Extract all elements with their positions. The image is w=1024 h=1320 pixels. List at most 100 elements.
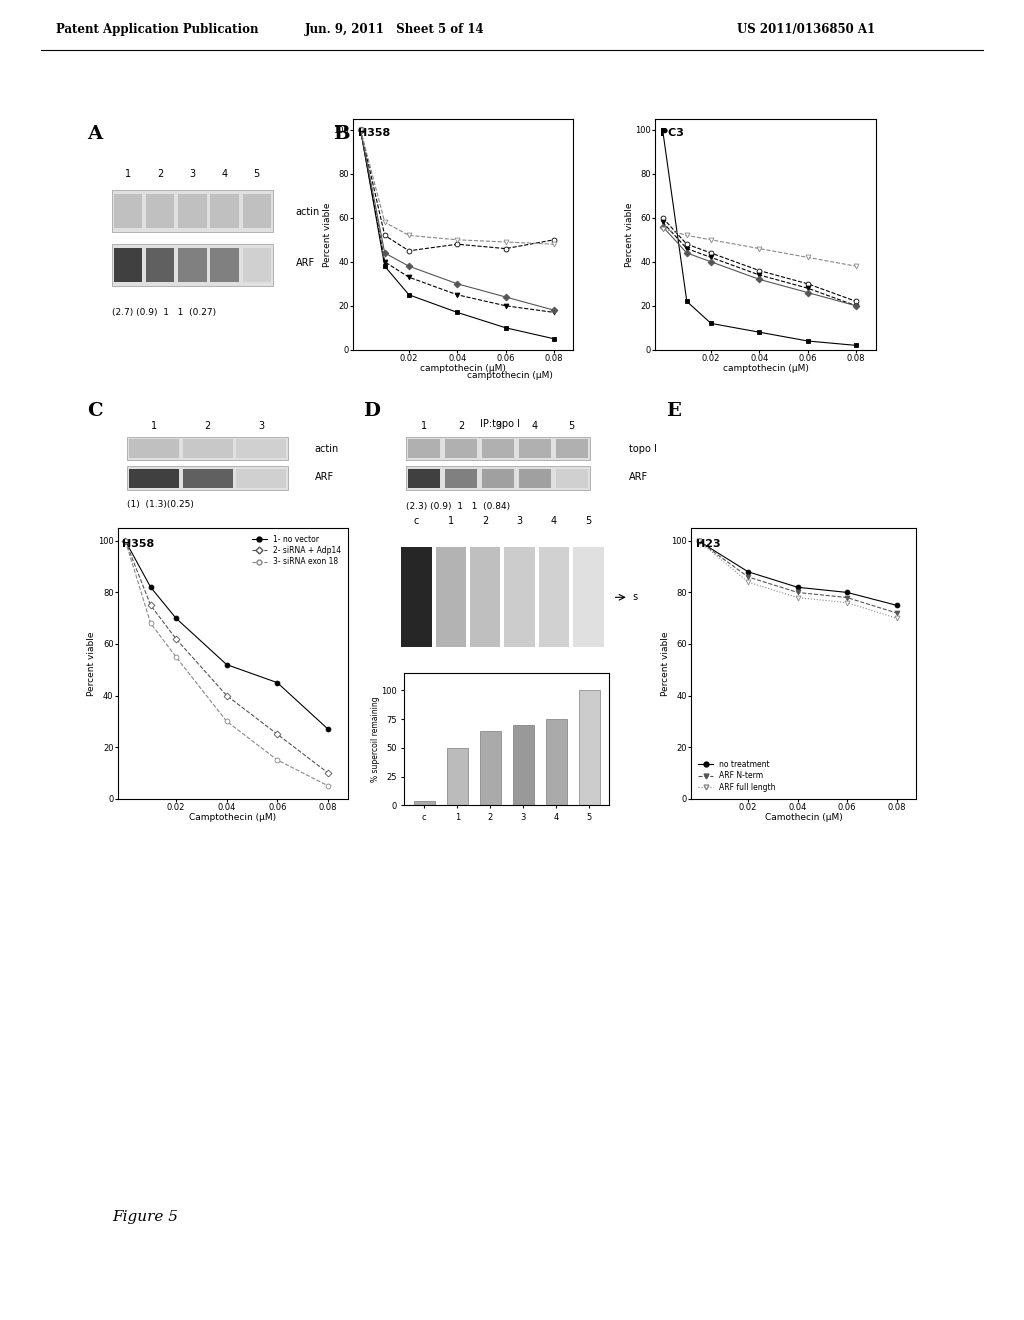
Text: ARF: ARF bbox=[296, 257, 314, 268]
Text: PC3: PC3 bbox=[659, 128, 684, 139]
Text: (1)  (1.3)(0.25): (1) (1.3)(0.25) bbox=[127, 500, 195, 510]
Bar bbox=[444, 440, 477, 458]
Bar bbox=[546, 719, 567, 805]
Text: H358: H358 bbox=[123, 539, 155, 549]
Text: (2.7) (0.9)  1   1  (0.27): (2.7) (0.9) 1 1 (0.27) bbox=[112, 308, 216, 317]
Legend: no treatment, ARF N-term, ARF full length: no treatment, ARF N-term, ARF full lengt… bbox=[695, 758, 779, 795]
Text: H358: H358 bbox=[357, 128, 390, 139]
X-axis label: camptothecin (μM): camptothecin (μM) bbox=[421, 364, 506, 374]
Text: 1: 1 bbox=[151, 421, 157, 430]
Bar bbox=[178, 248, 207, 282]
Text: 5: 5 bbox=[586, 516, 592, 525]
Legend: 1- no vector, 2- siRNA + Adp14, 3- siRNA exon 18: 1- no vector, 2- siRNA + Adp14, 3- siRNA… bbox=[249, 532, 344, 569]
Bar bbox=[237, 469, 287, 487]
Bar bbox=[210, 248, 239, 282]
Text: E: E bbox=[666, 401, 681, 420]
Bar bbox=[183, 469, 232, 487]
Text: IP:topo I: IP:topo I bbox=[480, 418, 520, 429]
Bar bbox=[435, 548, 466, 648]
Text: 3: 3 bbox=[258, 421, 264, 430]
Text: actin: actin bbox=[296, 207, 319, 216]
X-axis label: Camptothecin (μM): Camptothecin (μM) bbox=[189, 813, 276, 822]
Text: 4: 4 bbox=[221, 169, 227, 178]
Text: 3: 3 bbox=[516, 516, 522, 525]
Y-axis label: Percent viable: Percent viable bbox=[660, 631, 670, 696]
Bar bbox=[408, 440, 440, 458]
Text: 1: 1 bbox=[125, 169, 131, 178]
Text: 2: 2 bbox=[482, 516, 488, 525]
Y-axis label: Percent viable: Percent viable bbox=[323, 202, 332, 267]
Text: 1: 1 bbox=[421, 421, 427, 430]
Bar bbox=[112, 244, 273, 286]
Text: B: B bbox=[333, 124, 349, 143]
Bar bbox=[518, 469, 551, 487]
Bar bbox=[479, 730, 501, 805]
Bar bbox=[444, 469, 477, 487]
Y-axis label: % supercoil remaining: % supercoil remaining bbox=[371, 697, 380, 781]
Text: Jun. 9, 2011   Sheet 5 of 14: Jun. 9, 2011 Sheet 5 of 14 bbox=[304, 22, 484, 36]
Bar bbox=[129, 469, 179, 487]
Bar bbox=[579, 690, 600, 805]
Bar bbox=[406, 437, 590, 461]
Text: 2: 2 bbox=[458, 421, 464, 430]
Bar bbox=[129, 440, 179, 458]
Bar bbox=[518, 440, 551, 458]
Text: 2: 2 bbox=[157, 169, 163, 178]
Text: ARF: ARF bbox=[314, 473, 334, 482]
Bar bbox=[146, 194, 174, 228]
Bar bbox=[539, 548, 569, 648]
Bar bbox=[414, 801, 435, 805]
Bar bbox=[114, 194, 142, 228]
Bar bbox=[146, 248, 174, 282]
Text: camptothecin (μM): camptothecin (μM) bbox=[467, 371, 553, 380]
Y-axis label: Percent viable: Percent viable bbox=[625, 202, 634, 267]
Text: 3: 3 bbox=[495, 421, 501, 430]
Text: 2: 2 bbox=[205, 421, 211, 430]
Text: US 2011/0136850 A1: US 2011/0136850 A1 bbox=[737, 22, 876, 36]
Text: 5: 5 bbox=[254, 169, 260, 178]
Bar bbox=[555, 440, 588, 458]
Bar bbox=[555, 469, 588, 487]
Bar bbox=[112, 190, 273, 232]
Bar bbox=[573, 548, 603, 648]
Text: 3: 3 bbox=[189, 169, 196, 178]
Text: ARF: ARF bbox=[629, 473, 648, 482]
Text: c: c bbox=[414, 516, 419, 525]
Text: (2.3) (0.9)  1   1  (0.84): (2.3) (0.9) 1 1 (0.84) bbox=[406, 502, 510, 511]
Text: C: C bbox=[87, 401, 102, 420]
Text: 1: 1 bbox=[447, 516, 454, 525]
Y-axis label: Percent viable: Percent viable bbox=[87, 631, 96, 696]
Bar bbox=[482, 440, 514, 458]
Bar bbox=[505, 548, 535, 648]
Bar bbox=[470, 548, 501, 648]
Text: actin: actin bbox=[314, 444, 339, 454]
Text: s: s bbox=[632, 593, 638, 602]
Bar bbox=[114, 248, 142, 282]
X-axis label: camptothecin (μM): camptothecin (μM) bbox=[723, 364, 808, 374]
Bar bbox=[237, 440, 287, 458]
Text: Figure 5: Figure 5 bbox=[113, 1210, 178, 1224]
Legend: 1- ARF full length, 2- ARF N-term, 3- siRNA control, 4- no vector, 5- siRNA exon: 1- ARF full length, 2- ARF N-term, 3- si… bbox=[728, 120, 808, 158]
Bar bbox=[127, 437, 289, 461]
Bar bbox=[183, 440, 232, 458]
Bar bbox=[408, 469, 440, 487]
Text: Patent Application Publication: Patent Application Publication bbox=[56, 22, 259, 36]
Bar bbox=[482, 469, 514, 487]
Text: H23: H23 bbox=[695, 539, 720, 549]
Bar bbox=[243, 248, 271, 282]
Text: D: D bbox=[364, 401, 381, 420]
Bar bbox=[243, 194, 271, 228]
Bar bbox=[127, 466, 289, 490]
Text: 5: 5 bbox=[568, 421, 574, 430]
Bar bbox=[406, 466, 590, 490]
Text: 4: 4 bbox=[551, 516, 557, 525]
Bar bbox=[210, 194, 239, 228]
Bar bbox=[446, 748, 468, 805]
Bar bbox=[401, 548, 432, 648]
Text: 4: 4 bbox=[531, 421, 538, 430]
Bar bbox=[178, 194, 207, 228]
X-axis label: Camothecin (μM): Camothecin (μM) bbox=[765, 813, 843, 822]
Text: topo I: topo I bbox=[629, 444, 657, 454]
Text: A: A bbox=[87, 124, 102, 143]
Bar bbox=[513, 725, 535, 805]
